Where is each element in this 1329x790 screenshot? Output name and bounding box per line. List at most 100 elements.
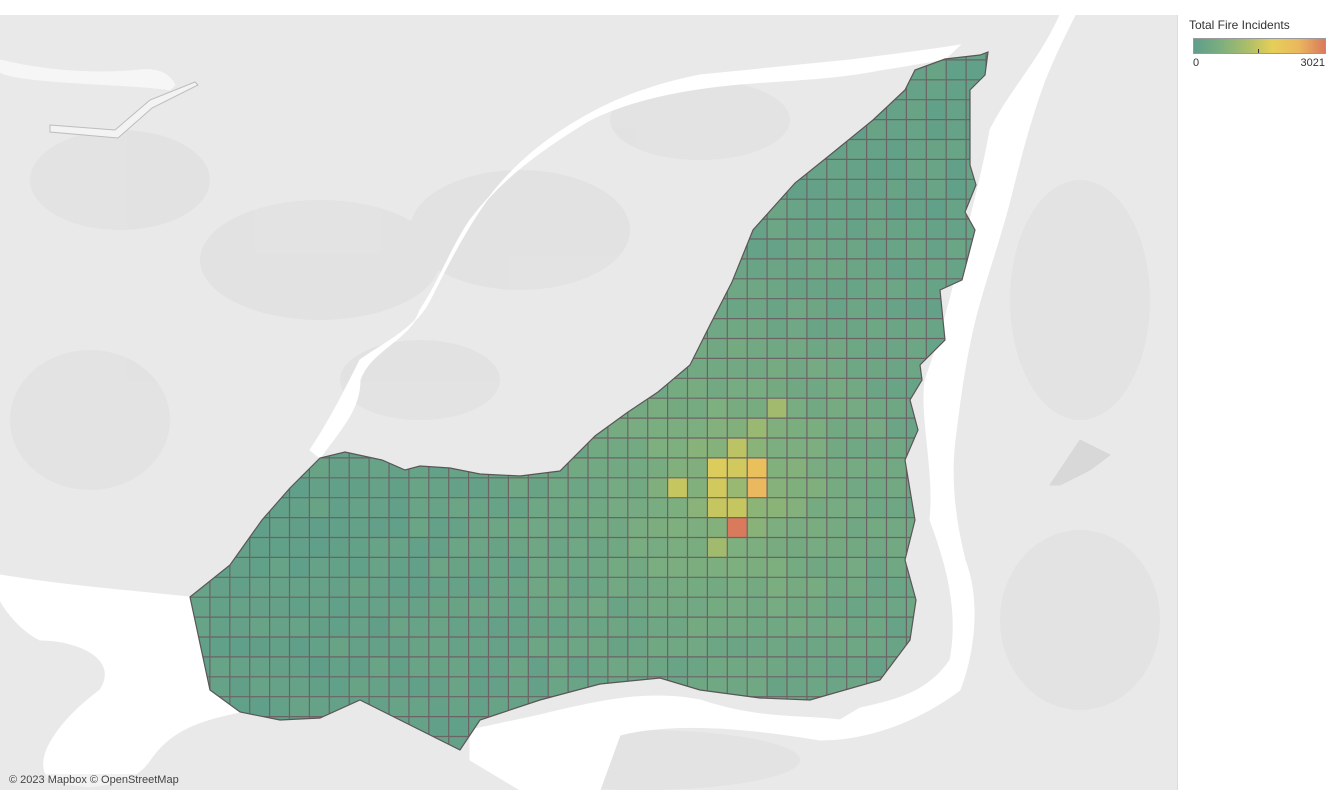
grid-cell[interactable] xyxy=(707,497,728,518)
grid-cell[interactable] xyxy=(349,537,370,558)
grid-cell[interactable] xyxy=(787,418,807,438)
grid-cell[interactable] xyxy=(369,617,389,637)
grid-cell[interactable] xyxy=(886,199,907,220)
grid-cell[interactable] xyxy=(687,398,708,419)
grid-cell[interactable] xyxy=(647,438,668,458)
grid-cell[interactable] xyxy=(528,676,549,697)
grid-cell[interactable] xyxy=(468,517,489,538)
grid-cell[interactable] xyxy=(787,199,807,220)
grid-cell[interactable] xyxy=(906,239,927,259)
grid-cell[interactable] xyxy=(249,537,270,558)
grid-cell[interactable] xyxy=(926,179,947,200)
grid-cell[interactable] xyxy=(627,637,648,657)
grid-cell[interactable] xyxy=(886,477,907,498)
grid-cell[interactable] xyxy=(408,537,429,558)
map-view[interactable]: © 2023 Mapbox © OpenStreetMap xyxy=(0,15,1178,790)
grid-cell[interactable] xyxy=(946,219,967,239)
grid-cell[interactable] xyxy=(767,338,787,359)
grid-cell[interactable] xyxy=(767,298,787,319)
grid-cell[interactable] xyxy=(329,537,350,558)
grid-cell[interactable] xyxy=(826,457,847,478)
grid-cell[interactable] xyxy=(448,557,469,578)
grid-cell[interactable] xyxy=(787,676,807,697)
grid-cell[interactable] xyxy=(667,378,688,399)
grid-cell[interactable] xyxy=(428,537,449,558)
grid-cell[interactable] xyxy=(946,179,967,200)
grid-cell[interactable] xyxy=(926,219,947,239)
grid-cell[interactable] xyxy=(329,637,350,657)
grid-cell[interactable] xyxy=(329,656,350,677)
grid-cell[interactable] xyxy=(826,278,847,299)
grid-cell[interactable] xyxy=(946,199,967,220)
grid-cell[interactable] xyxy=(886,99,907,120)
grid-cell[interactable] xyxy=(468,477,489,498)
grid-cell[interactable] xyxy=(389,676,409,697)
grid-cell[interactable] xyxy=(747,338,768,359)
grid-cell[interactable] xyxy=(548,617,569,637)
grid-cell[interactable] xyxy=(488,557,509,578)
grid-cell[interactable] xyxy=(846,318,867,339)
grid-cell[interactable] xyxy=(727,378,748,399)
grid-cell[interactable] xyxy=(488,637,509,657)
grid-cell[interactable] xyxy=(627,656,648,677)
grid-cell[interactable] xyxy=(408,597,429,618)
grid-cell[interactable] xyxy=(826,378,847,399)
grid-cell[interactable] xyxy=(428,676,449,697)
grid-cell[interactable] xyxy=(707,617,728,637)
grid-cell[interactable] xyxy=(886,239,907,259)
grid-cell[interactable] xyxy=(946,258,967,279)
grid-cell[interactable] xyxy=(727,477,748,498)
grid-cell[interactable] xyxy=(349,637,370,657)
grid-cell[interactable] xyxy=(806,179,827,200)
grid-cell[interactable] xyxy=(548,497,569,518)
grid-cell[interactable] xyxy=(389,557,409,578)
grid-cell[interactable] xyxy=(866,418,887,438)
grid-cell[interactable] xyxy=(767,358,787,379)
grid-cell[interactable] xyxy=(448,537,469,558)
grid-cell[interactable] xyxy=(747,537,768,558)
grid-cell[interactable] xyxy=(707,418,728,438)
grid-cell[interactable] xyxy=(428,577,449,598)
grid-cell[interactable] xyxy=(607,617,628,637)
grid-cell[interactable] xyxy=(707,338,728,359)
grid-cell[interactable] xyxy=(667,537,688,558)
grid-cell[interactable] xyxy=(408,557,429,578)
grid-cell[interactable] xyxy=(826,438,847,458)
grid-cell[interactable] xyxy=(886,398,907,419)
grid-cell[interactable] xyxy=(806,199,827,220)
grid-cell[interactable] xyxy=(906,199,927,220)
grid-cell[interactable] xyxy=(707,477,728,498)
grid-cell[interactable] xyxy=(329,457,350,478)
grid-cell[interactable] xyxy=(289,537,310,558)
grid-cell[interactable] xyxy=(747,597,768,618)
grid-cell[interactable] xyxy=(806,438,827,458)
grid-cell[interactable] xyxy=(568,577,588,598)
grid-cell[interactable] xyxy=(309,656,330,677)
grid-cell[interactable] xyxy=(687,497,708,518)
grid-cell[interactable] xyxy=(826,398,847,419)
grid-cell[interactable] xyxy=(627,537,648,558)
grid-cell[interactable] xyxy=(806,338,827,359)
grid-cell[interactable] xyxy=(468,557,489,578)
grid-cell[interactable] xyxy=(826,637,847,657)
grid-cell[interactable] xyxy=(866,318,887,339)
grid-cell[interactable] xyxy=(448,676,469,697)
grid-cell[interactable] xyxy=(787,239,807,259)
grid-cell[interactable] xyxy=(866,497,887,518)
grid-cell[interactable] xyxy=(369,537,389,558)
grid-cell[interactable] xyxy=(866,656,887,677)
grid-cell[interactable] xyxy=(926,79,947,100)
grid-cell[interactable] xyxy=(727,617,748,637)
grid-cell[interactable] xyxy=(767,239,787,259)
grid-cell[interactable] xyxy=(866,358,887,379)
grid-cell[interactable] xyxy=(448,517,469,538)
grid-cell[interactable] xyxy=(747,457,768,478)
grid-cell[interactable] xyxy=(767,418,787,438)
grid-cell[interactable] xyxy=(468,617,489,637)
grid-cell[interactable] xyxy=(468,577,489,598)
grid-cell[interactable] xyxy=(468,696,489,717)
grid-cell[interactable] xyxy=(369,637,389,657)
grid-cell[interactable] xyxy=(707,378,728,399)
grid-cell[interactable] xyxy=(846,477,867,498)
grid-cell[interactable] xyxy=(747,239,768,259)
